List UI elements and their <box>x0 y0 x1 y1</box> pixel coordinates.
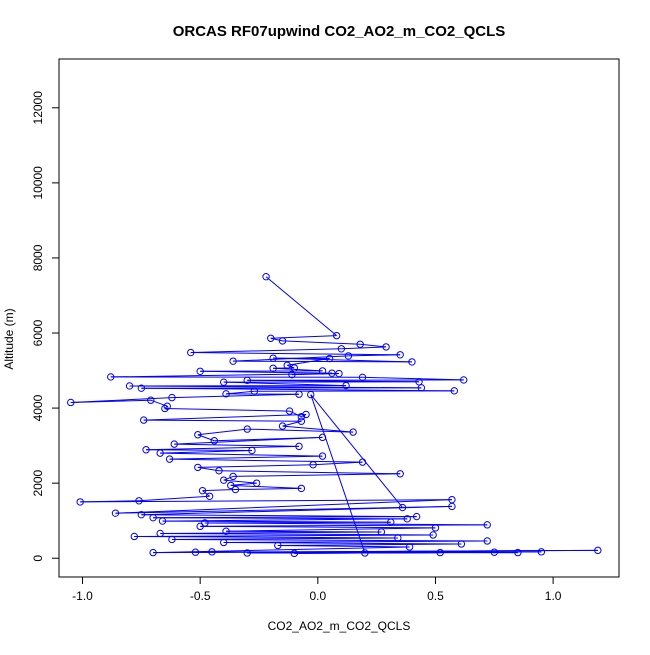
y-tick-label: 4000 <box>31 394 45 421</box>
y-tick-label: 6000 <box>31 319 45 346</box>
y-tick-label: 8000 <box>31 244 45 271</box>
y-tick-label: 12000 <box>31 91 45 125</box>
chart-title: ORCAS RF07upwind CO2_AO2_m_CO2_QCLS <box>173 23 506 40</box>
x-tick-label: 1.0 <box>545 589 562 603</box>
x-tick-label: -0.5 <box>190 589 211 603</box>
y-axis-label: Altitude (m) <box>2 308 16 369</box>
x-axis-label: CO2_AO2_m_CO2_QCLS <box>268 619 411 633</box>
y-tick-label: 10000 <box>31 166 45 200</box>
y-tick-label: 2000 <box>31 469 45 496</box>
x-tick-label: 0.5 <box>427 589 444 603</box>
y-tick-label: 0 <box>31 555 45 562</box>
x-tick-label: -1.0 <box>72 589 93 603</box>
x-tick-label: 0.0 <box>309 589 326 603</box>
